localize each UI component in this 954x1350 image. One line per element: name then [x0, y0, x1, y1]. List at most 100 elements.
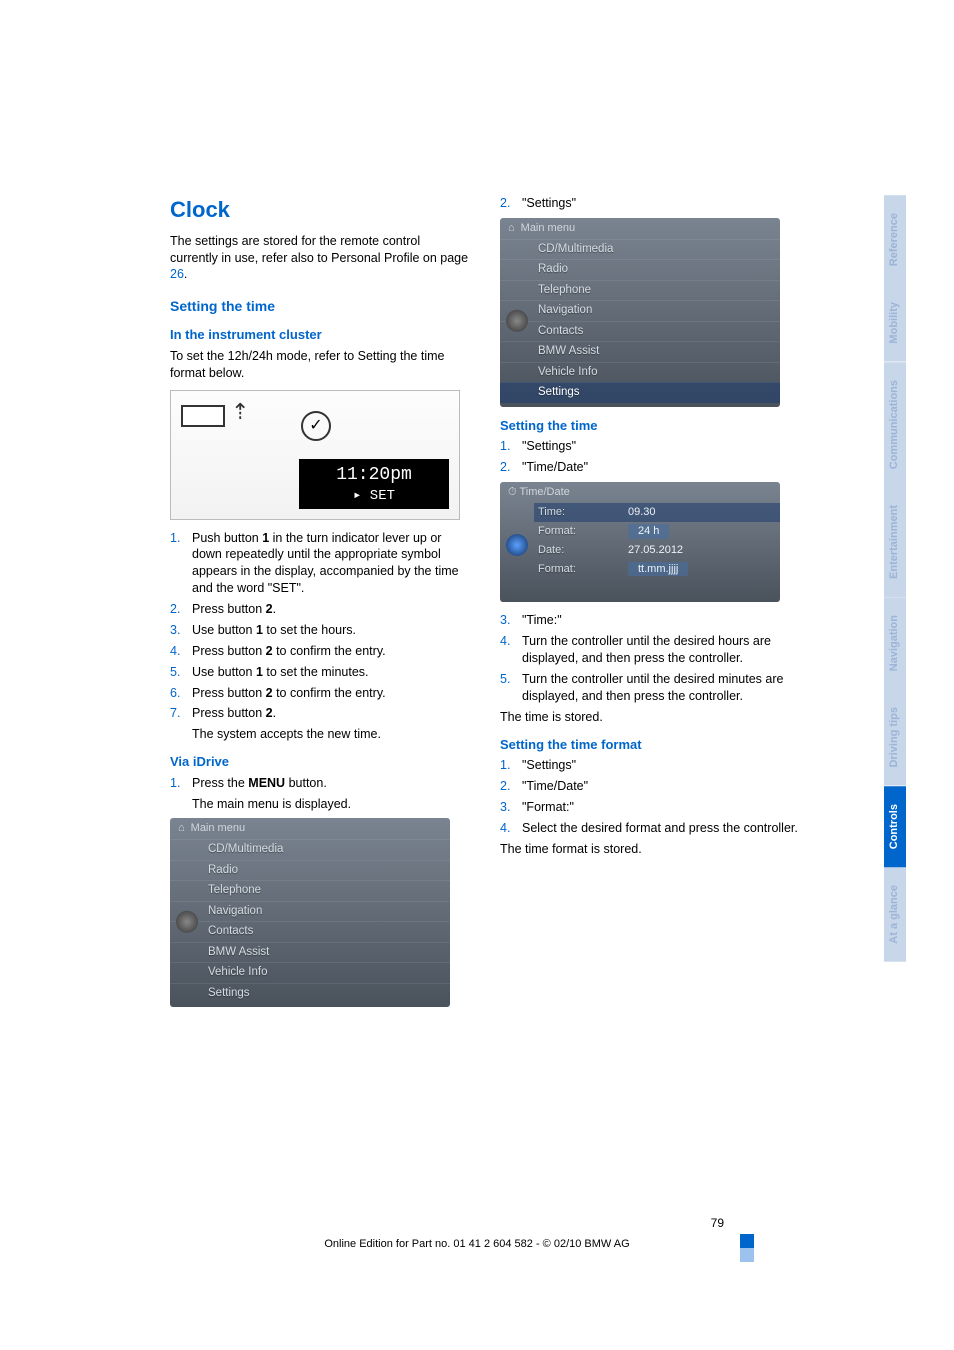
list-item: 3.Use button 1 to set the hours. [170, 622, 470, 639]
tab-communications[interactable]: Communications [884, 362, 906, 487]
step-text: "Settings" [522, 195, 800, 212]
td-value-box: 24 h [628, 524, 669, 539]
home-icon: ⌂ [508, 221, 515, 236]
list-item: 3."Time:" [500, 612, 800, 629]
menu-title: ⌂ Main menu [500, 218, 780, 239]
menu-row: BMW Assist [500, 341, 780, 362]
list-item: 2."Time/Date" [500, 778, 800, 795]
footer-text: Online Edition for Part no. 01 41 2 604 … [0, 1238, 954, 1250]
menu-row: Vehicle Info [500, 362, 780, 383]
step-text: Use button 1 to set the hours. [192, 622, 470, 639]
cluster-illustration: ⇡ ✓ 11:20pm ▸ SET [170, 390, 460, 520]
menu-bold: MENU [248, 776, 285, 790]
intro-text-b: . [184, 267, 187, 281]
step-text: Press button 2. [192, 705, 470, 722]
list-item: 6.Press button 2 to confirm the entry. [170, 685, 470, 702]
time-stored: The time is stored. [500, 709, 800, 726]
step-text: Press the MENU button. [192, 775, 470, 792]
right-column: 2."Settings" ⌂Main menu CD/Multimedia Ra… [500, 195, 800, 1017]
step-number: 2. [500, 459, 522, 476]
tab-at-a-glance[interactable]: At a glance [884, 867, 906, 962]
format-stored: The time format is stored. [500, 841, 800, 858]
idrive-steps-list: 1.Press the MENU button. [170, 775, 470, 792]
step-number: 1. [170, 775, 192, 792]
main-menu-screenshot-2: ⌂ Main menu CD/Multimedia Radio Telephone… [500, 218, 780, 407]
list-item: 1.Press the MENU button. [170, 775, 470, 792]
step-text: "Settings" [522, 757, 800, 774]
menu-title-text: Main menu [521, 221, 575, 236]
continue-steps: 2."Settings" [500, 195, 800, 212]
td-value-box: tt.mm.jjjj [628, 562, 688, 577]
step-number: 1. [500, 757, 522, 774]
step-number: 3. [500, 799, 522, 816]
section-tabs: At a glance Controls Driving tips Naviga… [884, 195, 906, 962]
step-text: Press button 2 to confirm the entry. [192, 643, 470, 660]
step-text: Turn the controller until the desired mi… [522, 671, 800, 705]
step-text: "Format:" [522, 799, 800, 816]
page-ref-26[interactable]: 26 [170, 267, 184, 281]
controller-knob-icon [506, 310, 528, 332]
step7-subtext: The system accepts the new time. [192, 726, 470, 743]
cluster-steps-list: 1.Push button 1 in the turn indicator le… [170, 530, 470, 723]
tab-navigation[interactable]: Navigation [884, 597, 906, 689]
tab-reference[interactable]: Reference [884, 195, 906, 284]
step-text: Use button 1 to set the minutes. [192, 664, 470, 681]
step-number: 5. [170, 664, 192, 681]
td-label: Format: [534, 522, 624, 541]
td-value: tt.mm.jjjj [624, 560, 780, 579]
page-number: 79 [711, 1216, 724, 1230]
step-number: 1. [500, 438, 522, 455]
menu-row: CD/Multimedia [170, 839, 450, 860]
step-text: "Settings" [522, 438, 800, 455]
step-number: 3. [500, 612, 522, 629]
menu-row: CD/Multimedia [500, 239, 780, 260]
controller-knob-icon [506, 534, 528, 556]
step-text: "Time/Date" [522, 459, 800, 476]
step-number: 5. [500, 671, 522, 705]
step-text: Turn the controller until the desired ho… [522, 633, 800, 667]
heading-setting-time-r: Setting the time [500, 417, 800, 435]
cluster-display: 11:20pm ▸ SET [299, 459, 449, 509]
step-text: Select the desired format and press the … [522, 820, 800, 837]
tab-controls[interactable]: Controls [884, 786, 906, 867]
menu-row: Radio [500, 259, 780, 280]
list-item: 4.Turn the controller until the desired … [500, 633, 800, 667]
list-item: 4.Select the desired format and press th… [500, 820, 800, 837]
list-item: 2."Settings" [500, 195, 800, 212]
tab-mobility[interactable]: Mobility [884, 284, 906, 362]
step-number: 6. [170, 685, 192, 702]
idrive-step1-sub: The main menu is displayed. [192, 796, 470, 813]
menu-row: Telephone [170, 880, 450, 901]
step-text: "Time/Date" [522, 778, 800, 795]
list-item: 4.Press button 2 to confirm the entry. [170, 643, 470, 660]
left-column: Clock The settings are stored for the re… [170, 195, 470, 1017]
step-number: 4. [500, 820, 522, 837]
list-item: 5.Use button 1 to set the minutes. [170, 664, 470, 681]
menu-row: Telephone [500, 280, 780, 301]
menu-title-text: Main menu [191, 821, 245, 836]
menu-row-highlighted: Settings [500, 382, 780, 403]
step-number: 2. [500, 195, 522, 212]
step-number: 7. [170, 705, 192, 722]
heading-time-format: Setting the time format [500, 736, 800, 754]
cluster-time-value: 11:20pm [299, 459, 449, 487]
menu-row: Navigation [500, 300, 780, 321]
intro-text-a: The settings are stored for the remote c… [170, 234, 468, 265]
list-item: 1.Push button 1 in the turn indicator le… [170, 530, 470, 598]
tab-driving-tips[interactable]: Driving tips [884, 689, 906, 786]
step-text: Press button 2 to confirm the entry. [192, 685, 470, 702]
td-label: Format: [534, 560, 624, 579]
heading-via-idrive: Via iDrive [170, 753, 470, 771]
menu-row: Vehicle Info [170, 962, 450, 983]
cluster-check-icon: ✓ [301, 411, 331, 441]
cluster-dash-icon [181, 405, 225, 427]
controller-knob-icon [176, 911, 198, 933]
home-icon: ⌂ [178, 821, 185, 836]
menu-row: BMW Assist [170, 942, 450, 963]
cluster-arrow-icon: ⇡ [231, 397, 249, 427]
menu-row: Contacts [170, 921, 450, 942]
td-grid: Time: 09.30 Format: 24 h Date: 27.05.201… [500, 503, 780, 578]
step-number: 4. [500, 633, 522, 667]
menu-row: Radio [170, 860, 450, 881]
tab-entertainment[interactable]: Entertainment [884, 487, 906, 597]
